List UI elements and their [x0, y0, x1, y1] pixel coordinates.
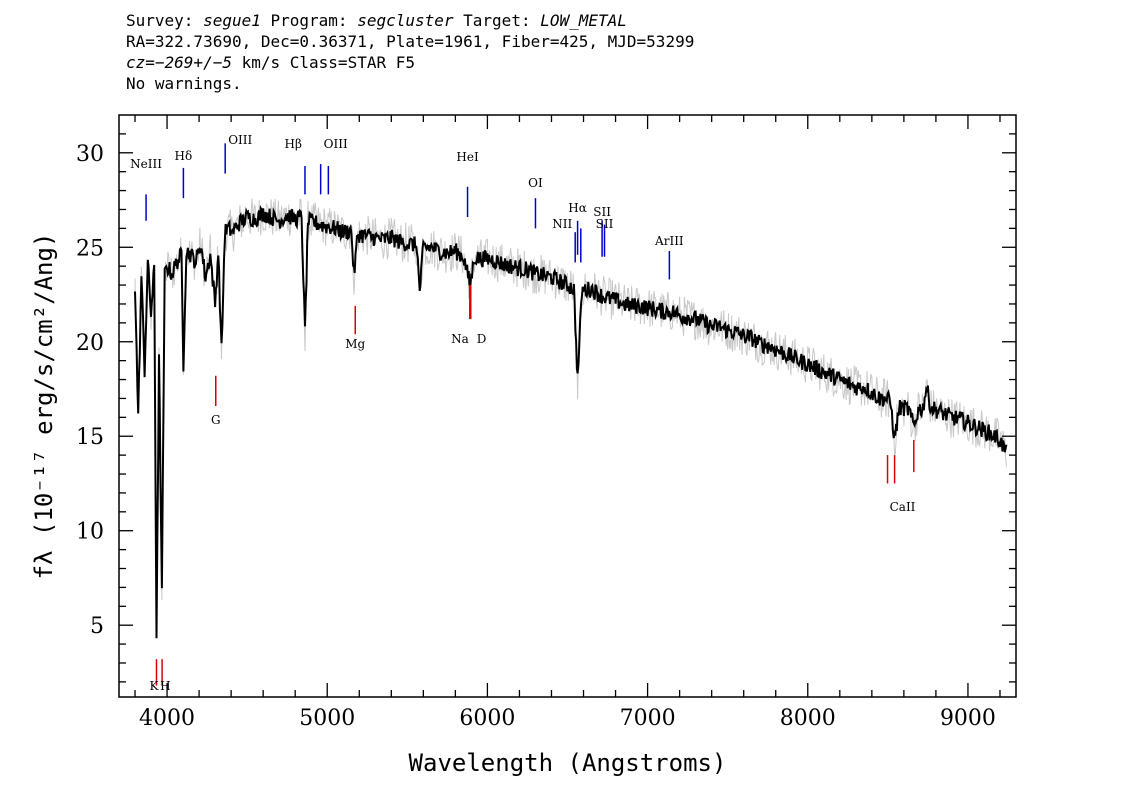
program-value: segcluster: [357, 11, 454, 30]
y-tick-label: 10: [76, 520, 104, 545]
absorption-line-label: K: [150, 679, 160, 693]
target-label: Target:: [453, 11, 541, 30]
absorption-line-label: Na: [451, 332, 469, 346]
y-tick-label: 25: [76, 236, 104, 261]
axes-layer: 4000 5000 6000 7000 8000 9000 5 10 15 20 25 30: [76, 115, 1016, 731]
flux-series-line: [134, 204, 1008, 639]
x-tick-label: 7000: [620, 706, 676, 731]
plot-frame: [118, 114, 1017, 698]
x-tick-label: 8000: [780, 706, 836, 731]
survey-label: Survey:: [126, 11, 204, 30]
emission-line-label: NII: [552, 217, 572, 231]
absorption-line-label: Mg: [345, 337, 365, 351]
header-line-redshift: cz=−269+/−5 km/s Class=STAR F5: [126, 52, 694, 73]
emission-line-label: HeI: [456, 150, 479, 164]
target-value: LOW_METAL: [540, 11, 627, 30]
emission-line-label: SII: [593, 205, 611, 219]
emission-line-label: Hα: [568, 201, 587, 215]
y-tick-label: 30: [76, 142, 104, 167]
flux-layer: [134, 204, 1008, 639]
x-axis-title: Wavelength (Angstroms): [409, 749, 727, 777]
emission-line-label: ArIII: [654, 234, 684, 248]
header-line-coordinates: RA=322.73690, Dec=0.36371, Plate=1961, F…: [126, 32, 695, 51]
emission-line-label: OIII: [324, 137, 348, 151]
absorption-line-label: G: [211, 413, 221, 427]
emission-line-label: OI: [528, 176, 543, 190]
absorption-line-label: D: [477, 332, 487, 346]
emission-line-label: Hδ: [175, 149, 193, 163]
class-value: km/s Class=STAR F5: [231, 53, 415, 72]
emission-line-label: NeIII: [130, 157, 162, 171]
y-tick-label: 20: [76, 331, 104, 356]
y-axis-title: fλ (10⁻¹⁷ erg/s/cm²/Ang): [30, 233, 58, 580]
error-band-trace: [134, 198, 1007, 618]
absorption-line-label: CaII: [890, 500, 916, 514]
x-tick-label: 9000: [940, 706, 996, 731]
survey-value: segue1: [203, 11, 261, 30]
x-tick-label: 6000: [459, 706, 515, 731]
program-label: Program:: [260, 11, 358, 30]
cz-value: cz=−269+/−5: [126, 53, 232, 72]
emission-line-label: OIII: [228, 133, 252, 147]
y-tick-label: 5: [90, 614, 104, 639]
spectrum-header: Survey: segue1 Program: segcluster Targe…: [126, 10, 694, 94]
absorption-line-label: H: [160, 679, 170, 693]
error-band-layer: [134, 198, 1007, 618]
header-line-survey: Survey: segue1 Program: segcluster Targe…: [126, 10, 694, 31]
x-tick-label: 4000: [139, 706, 195, 731]
emission-line-label: Hβ: [285, 137, 302, 151]
y-tick-label: 15: [76, 425, 104, 450]
x-tick-label: 5000: [299, 706, 355, 731]
emission-line-label: SII: [596, 217, 614, 231]
header-line-warnings: No warnings.: [126, 74, 242, 93]
